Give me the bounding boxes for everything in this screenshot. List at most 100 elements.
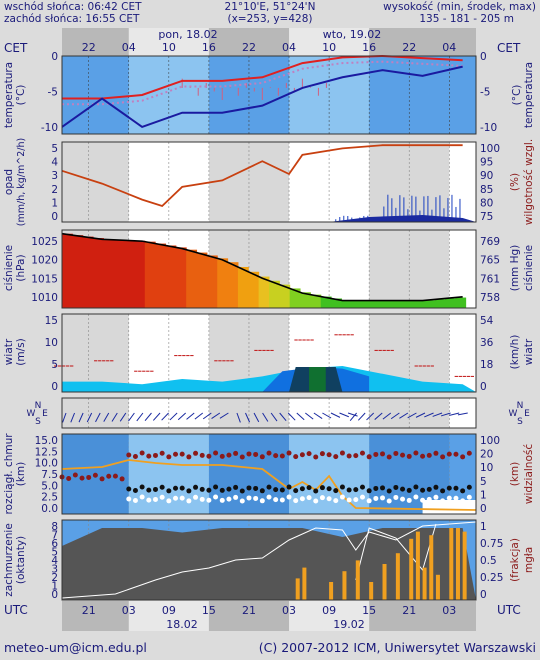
top-hour-ticks: 22 04 10 16 22 04 10 16 22 04: [82, 41, 457, 54]
compass-w: W: [509, 409, 518, 419]
pressure-title-right: ciśnienie: [523, 245, 535, 291]
y-tick-label: 8: [51, 521, 58, 533]
cloud-layer-dot: [406, 487, 412, 493]
cloud-layer-dot: [359, 450, 365, 456]
cloud-layer-dot: [293, 498, 299, 504]
cloud-layer-dot: [326, 496, 332, 502]
cloud-layer-dot: [119, 476, 125, 482]
visibility-title: widzialność: [523, 444, 535, 504]
top-hour-label: 16: [202, 41, 216, 54]
cloud-cover-area: [62, 528, 476, 600]
wind-direction-arrow: [305, 412, 314, 420]
cloud-layer-dot: [460, 498, 466, 504]
wind-direction-arrow: [349, 412, 357, 421]
wind-direction-arrow: [296, 412, 305, 421]
y2-tick-label: 0.75: [480, 538, 503, 550]
y-tick-label: 0: [51, 211, 58, 223]
pressure-bar: [382, 300, 394, 308]
cloud-layer-dot: [132, 487, 138, 493]
y-tick-label: 2: [51, 572, 58, 584]
sunrise-text: wschód słońca: 06:42 CET: [4, 1, 142, 13]
cloud-layer-dot: [152, 486, 158, 492]
cloud-layer-dot: [186, 488, 192, 494]
wind-direction-arrow: [330, 412, 341, 418]
cloud-layer-dot: [179, 495, 185, 501]
cloud-layer-dot: [179, 451, 185, 457]
wind-direction-arrow: [457, 412, 468, 416]
cloud-layer-dot: [433, 484, 439, 490]
footer-email[interactable]: meteo-um@icm.edu.pl: [4, 640, 147, 655]
fog-unit: (frakcja): [509, 538, 521, 582]
pressure-bar: [455, 297, 467, 308]
wind-direction-arrow: [236, 412, 241, 423]
compass-e: E: [42, 409, 48, 419]
daylight-band: [289, 601, 370, 631]
cloud-layer-dot: [193, 450, 199, 456]
temperature-title-right: temperatura: [523, 62, 535, 128]
cloud-layer-dot: [152, 452, 158, 458]
pressure-bar: [424, 300, 436, 308]
wind-direction-arrow: [194, 412, 204, 420]
cloud-layer-dot: [206, 487, 212, 493]
low-cloud-band: [422, 500, 476, 514]
cloud-layer-dot: [326, 486, 332, 492]
panel-frame: [61, 229, 477, 309]
daylight-band: [128, 601, 209, 631]
cloud-layer-dot: [319, 451, 325, 457]
cloud-layer-dot: [279, 453, 285, 459]
y-tick-label: 1: [51, 581, 58, 593]
cloud-layer-dot: [279, 497, 285, 503]
y-tick-label: 5: [51, 547, 58, 559]
y-tick-label: 7.5: [41, 469, 58, 481]
wind-direction-arrow: [357, 412, 366, 421]
cloud-layer-dot: [132, 497, 138, 503]
cloud-layer-dot: [233, 494, 239, 500]
cloud-layer-dot: [306, 485, 312, 491]
fog-bar: [449, 528, 454, 600]
cloud-layer-dot: [386, 454, 392, 460]
cloud-layer-dot: [426, 452, 432, 458]
cloud-layer-dot: [293, 488, 299, 494]
pressure-unit: (hPa): [15, 254, 27, 281]
cloud-layer-dot: [193, 484, 199, 490]
cloud-layer-dot: [366, 454, 372, 460]
cloud-layer-dot: [159, 494, 165, 500]
fog-bar: [462, 531, 467, 600]
wind-direction-arrow: [270, 412, 278, 422]
cloud-layer-dot: [139, 484, 145, 490]
wind-direction-arrow: [253, 412, 260, 423]
cloud-layer-dot: [333, 454, 339, 460]
wind-direction-arrow: [161, 412, 169, 421]
precip-area: [329, 215, 476, 222]
y2-tick-label: 20: [480, 449, 493, 461]
cloud-layer-dot: [286, 450, 292, 456]
bottom-axis-day-shading: [128, 601, 370, 631]
wind-direction-arrow: [313, 412, 323, 420]
fog-bar: [415, 531, 420, 600]
y2-tick-label: 80: [480, 197, 493, 209]
fog-bar: [455, 528, 460, 600]
cloud-layer-dot: [400, 496, 406, 502]
wind-direction-arrow: [219, 412, 229, 419]
cloud-layer-dot: [313, 488, 319, 494]
cloud-layer-dot: [146, 453, 152, 459]
cloud-layer-dot: [346, 453, 352, 459]
pressure-bar: [258, 276, 270, 308]
panel-frame: [61, 141, 477, 223]
temperature-title: temperatura: [3, 62, 15, 128]
cloud-layer-dot: [420, 453, 426, 459]
precip-unit: (mm/h, kg/m^2/h): [16, 138, 27, 226]
pressure-bar: [62, 233, 73, 308]
cloud-layer-dot: [152, 496, 158, 502]
fog-bar: [355, 560, 360, 600]
compass-w: W: [27, 409, 36, 419]
cloud-layer-dot: [253, 485, 259, 491]
y-tick-label: 1020: [31, 255, 58, 267]
fog-bar: [422, 567, 427, 600]
dewpoint-line: [61, 65, 463, 129]
cloud-layer-dot: [206, 453, 212, 459]
pressure-title: ciśnienie: [3, 245, 15, 291]
cloud-layer-dot: [293, 454, 299, 460]
cloud-layer-dot: [99, 476, 105, 482]
